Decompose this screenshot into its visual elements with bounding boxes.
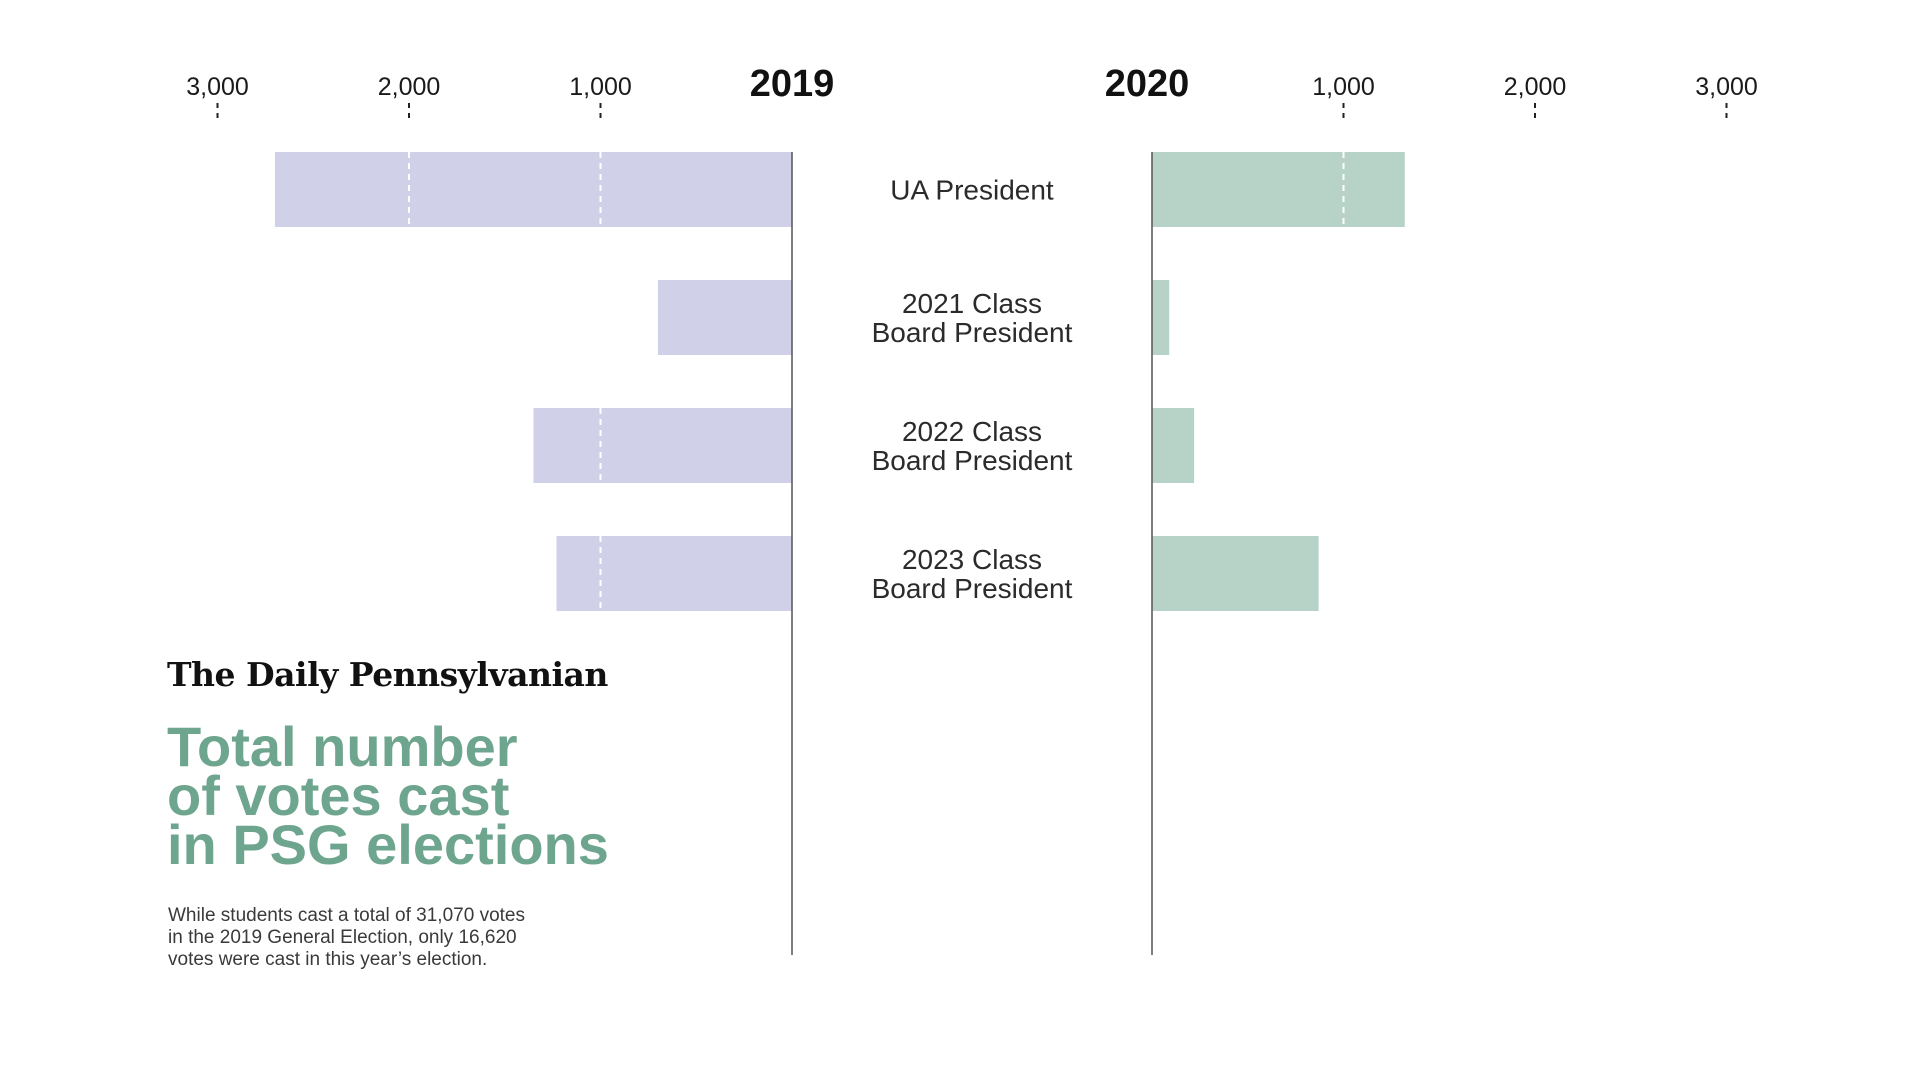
x-tick-label-left-2000: 2,000 bbox=[378, 73, 441, 101]
x-tick-label-left-3000: 3,000 bbox=[186, 73, 249, 101]
bar-2019-1 bbox=[657, 280, 792, 355]
category-label-2-line-1: Board President bbox=[872, 445, 1073, 476]
chart-title: Total number of votes cast in PSG electi… bbox=[167, 715, 687, 876]
year-label-2020: 2020 bbox=[1105, 63, 1190, 105]
category-label-0-line-0: UA President bbox=[890, 175, 1054, 206]
bar-2020-1 bbox=[1152, 280, 1170, 355]
year-label-2019: 2019 bbox=[750, 63, 835, 105]
bar-2020-3 bbox=[1152, 536, 1319, 611]
chart-description: While students cast a total of 31,070 vo… bbox=[168, 905, 588, 971]
x-tick-label-right-1000: 1,000 bbox=[1312, 73, 1375, 101]
description-line-3: votes were cast in this year’s election. bbox=[168, 949, 488, 970]
category-label-1-line-0: 2021 Class bbox=[902, 288, 1042, 319]
masthead-logo: The Daily Pennsylvanian bbox=[167, 655, 608, 694]
description-line-1: While students cast a total of 31,070 vo… bbox=[168, 905, 525, 926]
category-label-2-line-0: 2022 Class bbox=[902, 416, 1042, 447]
category-label-3-line-0: 2023 Class bbox=[902, 544, 1042, 575]
title-line-1: Total number bbox=[167, 715, 518, 778]
category-label-3-line-1: Board President bbox=[872, 573, 1073, 604]
bar-2020-0 bbox=[1152, 152, 1405, 227]
title-line-3: in PSG elections bbox=[167, 813, 609, 876]
bar-2019-3 bbox=[556, 536, 792, 611]
x-tick-label-right-2000: 2,000 bbox=[1504, 73, 1567, 101]
bar-2019-2 bbox=[533, 408, 792, 483]
bar-2020-2 bbox=[1152, 408, 1195, 483]
description-line-2: in the 2019 General Election, only 16,62… bbox=[168, 927, 517, 948]
title-line-2: of votes cast bbox=[167, 764, 510, 827]
x-tick-label-right-3000: 3,000 bbox=[1695, 73, 1758, 101]
category-label-1-line-1: Board President bbox=[872, 317, 1073, 348]
bar-2019-0 bbox=[274, 152, 792, 227]
x-tick-label-left-1000: 1,000 bbox=[569, 73, 632, 101]
